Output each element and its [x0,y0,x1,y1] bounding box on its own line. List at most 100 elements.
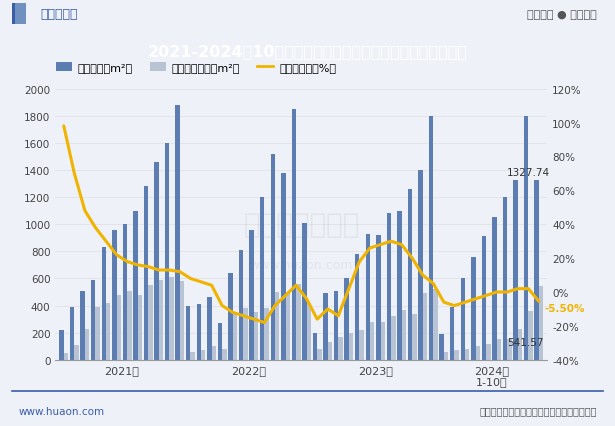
Bar [503,198,507,360]
Bar [123,225,127,360]
Bar [313,333,317,360]
Bar [292,110,296,360]
Bar [175,106,180,360]
Bar [106,303,111,360]
Bar [254,313,258,360]
Bar [222,349,226,360]
Bar [376,236,381,360]
Bar [64,353,68,360]
Bar [165,144,169,360]
Text: 华经产业研究院: 华经产业研究院 [243,211,360,239]
Bar [465,349,469,360]
Bar [70,307,74,360]
Bar [95,307,100,360]
Bar [212,346,216,360]
Bar [402,310,406,360]
Bar [112,230,117,360]
Bar [486,344,491,360]
Bar [323,294,328,360]
Bar [296,284,301,360]
Text: 541.57: 541.57 [508,337,544,347]
Bar [397,211,402,360]
Text: 专业严谨 ● 客观科学: 专业严谨 ● 客观科学 [527,10,597,20]
Bar [349,333,353,360]
Legend: 商品房（万m²）, 商品房现房（万m²）, 商品房增速（%）: 商品房（万m²）, 商品房现房（万m²）, 商品房增速（%） [51,58,341,78]
Bar [250,230,254,360]
Bar [12,4,23,26]
Bar [244,308,248,360]
Bar [429,116,434,360]
Bar [117,295,121,360]
Bar [148,285,153,360]
Bar [275,292,279,360]
Bar [534,180,539,360]
Bar [60,330,64,360]
Bar [91,280,95,360]
Bar [524,116,528,360]
Bar [232,314,237,360]
Bar [302,223,307,360]
Bar [365,234,370,360]
Bar [328,343,332,360]
Bar [81,291,85,360]
Bar [191,352,195,360]
Bar [264,308,269,360]
Bar [440,334,444,360]
Bar [528,311,533,360]
Bar [338,337,343,360]
Bar [391,317,395,360]
Bar [471,257,475,360]
Bar [434,290,438,360]
Text: www.huaon.com: www.huaon.com [250,259,353,272]
Bar [454,351,459,360]
Bar [475,346,480,360]
Bar [228,273,232,360]
Bar [74,345,79,360]
Bar [186,306,191,360]
Bar [461,279,465,360]
Bar [450,307,454,360]
Bar [197,305,201,360]
Bar [381,322,385,360]
Bar [359,330,364,360]
Bar [154,162,159,360]
Bar [144,187,148,360]
Bar [260,198,264,360]
Bar [444,352,448,360]
Bar [514,180,518,360]
Bar [539,287,543,360]
Bar [85,329,89,360]
Bar [201,351,205,360]
Bar [418,170,423,360]
Bar [239,250,244,360]
Bar [334,291,338,360]
Bar [497,340,501,360]
Bar [492,218,497,360]
Text: 2021-2024年10月上海市房地产商品房及商品房现房销售面积: 2021-2024年10月上海市房地产商品房及商品房现房销售面积 [148,43,467,59]
Bar [387,214,391,360]
Bar [159,280,163,360]
Bar [281,173,285,360]
Bar [218,323,222,360]
Bar [317,349,322,360]
Bar [370,322,375,360]
Bar [180,282,184,360]
Bar [15,4,26,26]
Bar [423,294,427,360]
Bar [285,294,290,360]
Bar [271,154,275,360]
Bar [133,211,138,360]
Bar [355,254,359,360]
Bar [412,314,416,360]
Bar [408,190,412,360]
Text: -5.50%: -5.50% [544,303,585,313]
Bar [169,277,174,360]
Bar [307,303,311,360]
Bar [138,295,142,360]
Bar [518,329,522,360]
Bar [101,248,106,360]
Bar [207,298,212,360]
Text: 1327.74: 1327.74 [507,167,550,177]
Text: 数据来源：国家统计局；华经产业研究院整理: 数据来源：国家统计局；华经产业研究院整理 [479,406,597,416]
Text: 华经情报网: 华经情报网 [40,9,77,21]
